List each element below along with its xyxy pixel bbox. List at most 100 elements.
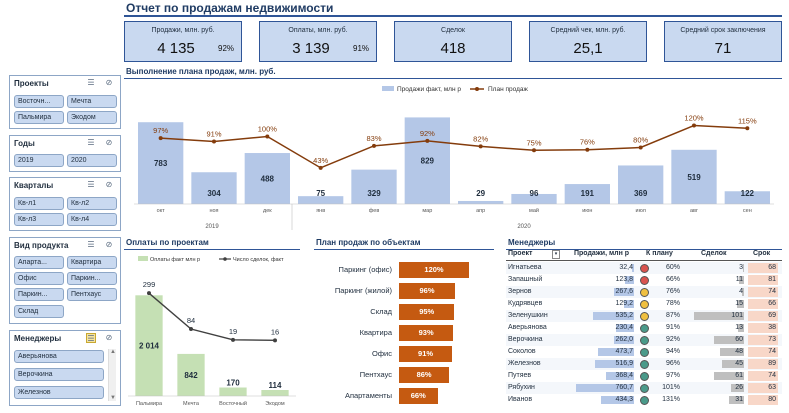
slicer-scrollbar[interactable]: ▲ ▼ <box>108 349 116 401</box>
table-row[interactable]: Зеленушкин 535,2 87% 101 69 <box>506 310 782 322</box>
plan-status-icon <box>640 347 649 357</box>
slicer-item[interactable]: Восточн... <box>14 95 64 108</box>
term-cell-bg <box>748 335 778 345</box>
multi-select-icon[interactable]: ☰ <box>87 240 95 249</box>
plan-point <box>585 147 590 152</box>
table-row[interactable]: Иванов 434,3 131% 31 80 <box>506 394 782 406</box>
plan-bar <box>618 165 664 204</box>
slicer-item[interactable]: Кв-л4 <box>67 213 117 226</box>
header-divider <box>506 260 782 261</box>
manager-term: 69 <box>768 312 776 319</box>
table-row[interactable]: Верочкина 262,0 92% 60 73 <box>506 334 782 346</box>
slicer-item[interactable]: Железнов <box>14 386 104 399</box>
manager-term: 80 <box>768 396 776 403</box>
manager-sales: 434,3 <box>615 396 633 403</box>
payments-x-tick: Пальмира <box>136 401 163 407</box>
slicer-item[interactable]: Паркин... <box>14 288 64 301</box>
slicer-item[interactable]: Экодом <box>67 111 117 124</box>
plan-status-icon <box>640 311 649 321</box>
table-row[interactable]: Аверьянова 230,4 91% 13 38 <box>506 322 782 334</box>
legend-fact-label: Продажи факт, млн р <box>397 86 461 93</box>
plan-x-tick: фев <box>369 208 380 214</box>
slicer-item[interactable]: Кв-л1 <box>14 197 64 210</box>
scroll-down-icon[interactable]: ▼ <box>110 395 116 401</box>
table-row[interactable]: Путяев 368,4 97% 61 74 <box>506 370 782 382</box>
slicer-item[interactable]: 2020 <box>67 154 117 167</box>
filter-dropdown-icon[interactable]: ▾ <box>552 250 560 259</box>
plan-point-label: 76% <box>580 138 595 147</box>
multi-select-icon[interactable]: ☰ <box>87 180 95 189</box>
manager-plan: 97% <box>665 372 680 379</box>
deals-databar <box>694 312 744 320</box>
manager-name: Соколов <box>508 348 536 355</box>
plan-bar-value: 519 <box>687 173 701 182</box>
col-header-plan: К плану <box>646 250 673 257</box>
section-divider <box>124 249 300 250</box>
plan-x-tick: янв <box>316 208 325 214</box>
table-row[interactable]: Железнов 516,9 96% 45 89 <box>506 358 782 370</box>
year-label-2019: 2019 <box>205 224 219 230</box>
plan-bar <box>564 184 610 204</box>
manager-plan: 96% <box>665 360 680 367</box>
slicer-item[interactable]: Апарта... <box>14 256 64 269</box>
clear-filter-icon[interactable]: ⊘ <box>105 333 113 342</box>
term-cell-bg <box>748 287 778 297</box>
kpi-payments: Оплаты, млн. руб. 3 139 91% <box>259 21 377 62</box>
payments-bar-value: 114 <box>269 381 282 390</box>
term-cell-bg <box>748 359 778 369</box>
plan-status-icon <box>640 395 649 405</box>
slicer-managers: Менеджеры ☰ ⊘ Аверьянова Верочкина Желез… <box>9 330 121 406</box>
slicer-item[interactable]: Кв-л2 <box>67 197 117 210</box>
sales-databar <box>593 312 634 320</box>
slicer-item[interactable]: Склад <box>14 305 64 318</box>
slicer-item[interactable]: Кв-л3 <box>14 213 64 226</box>
plan-point-label: 82% <box>473 134 488 143</box>
sales-databar <box>576 384 634 392</box>
multi-select-icon[interactable]: ☰ <box>87 138 95 147</box>
kpi-sales: Продажи, млн. руб. 4 135 92% <box>124 21 242 62</box>
slicer-item[interactable]: Пальмира <box>14 111 64 124</box>
multi-select-icon[interactable]: ☰ <box>86 333 96 343</box>
manager-name: Игнатьева <box>508 264 542 271</box>
clear-filter-icon[interactable]: ⊘ <box>105 138 113 147</box>
slicer-item[interactable]: 2019 <box>14 154 64 167</box>
slicer-item[interactable]: Мечта <box>67 95 117 108</box>
slicer-item[interactable]: Офис <box>14 272 64 285</box>
slicer-item[interactable]: Квартира <box>67 256 117 269</box>
plan-bar <box>671 149 717 204</box>
plan-bar <box>511 193 557 204</box>
slicer-title: Кварталы <box>14 181 54 190</box>
deals-databar <box>720 348 744 356</box>
objects-row: Квартира 93% <box>305 325 485 341</box>
term-cell-bg <box>748 395 778 405</box>
table-row[interactable]: Игнатьева 32,4 60% 3 68 <box>506 262 782 274</box>
plan-chart: Продажи факт, млн р План продаж 783 окт 30… <box>134 86 774 230</box>
slicer-item[interactable]: Пентхаус <box>67 288 117 301</box>
table-row[interactable]: Рябухин 760,7 101% 26 63 <box>506 382 782 394</box>
manager-plan: 92% <box>665 336 680 343</box>
slicer-item[interactable]: Аверьянова <box>14 350 104 363</box>
clear-filter-icon[interactable]: ⊘ <box>105 78 113 87</box>
table-row[interactable]: Соколов 473,7 94% 48 74 <box>506 346 782 358</box>
scroll-up-icon[interactable]: ▲ <box>110 349 116 355</box>
legend-plan-label: План продаж <box>488 86 528 93</box>
clear-filter-icon[interactable]: ⊘ <box>105 180 113 189</box>
manager-name: Иванов <box>508 396 533 403</box>
plan-x-tick: июл <box>636 208 646 214</box>
manager-sales: 760,7 <box>615 384 633 391</box>
payments-chart: Оплаты факт млн р Число сделок, факт 2 0… <box>128 256 296 407</box>
manager-plan: 76% <box>665 288 680 295</box>
table-row[interactable]: Зернов 267,6 76% 4 74 <box>506 286 782 298</box>
deals-point <box>273 338 277 343</box>
slicer-item[interactable]: Верочкина <box>14 368 104 381</box>
plan-bar <box>351 169 397 204</box>
manager-plan: 66% <box>665 276 680 283</box>
table-row[interactable]: Запашный 123,8 66% 11 81 <box>506 274 782 286</box>
deals-databar <box>713 372 744 380</box>
legend-count-label: Число сделок, факт <box>233 257 284 263</box>
table-row[interactable]: Кудрявцев 129,2 78% 15 66 <box>506 298 782 310</box>
manager-deals: 48 <box>735 348 743 355</box>
clear-filter-icon[interactable]: ⊘ <box>105 240 113 249</box>
slicer-item[interactable]: Паркин... <box>67 272 117 285</box>
multi-select-icon[interactable]: ☰ <box>87 78 95 87</box>
